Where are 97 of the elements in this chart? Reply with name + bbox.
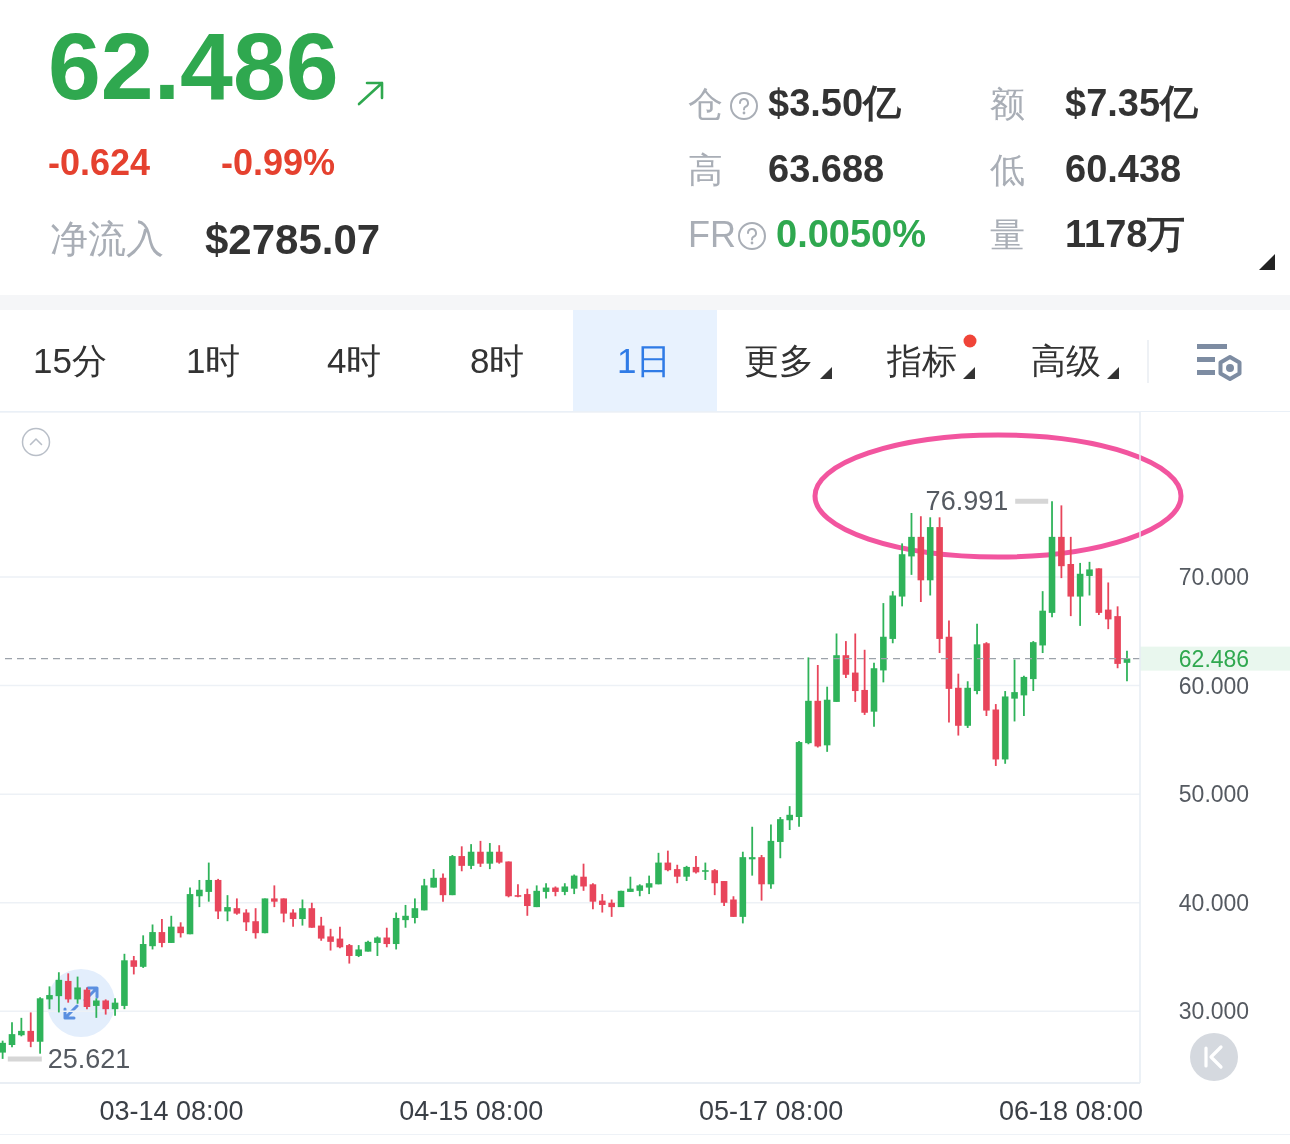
candlestick	[702, 861, 709, 881]
text: 额	[990, 83, 1025, 125]
candlestick	[64, 972, 72, 1004]
annotation: 25.621	[47, 1043, 131, 1074]
candlestick	[467, 843, 475, 871]
candlestick	[317, 915, 325, 942]
annotation: 76.991	[925, 486, 1009, 517]
candlestick	[645, 874, 653, 895]
candlestick	[495, 844, 503, 865]
candlestick	[580, 862, 587, 892]
text: $2785.07	[205, 214, 381, 265]
y-tick-label: 70.000	[1178, 564, 1250, 591]
candlestick	[411, 897, 419, 925]
candlestick	[711, 868, 719, 897]
candlestick	[346, 943, 353, 965]
text: $7.35亿	[1065, 81, 1199, 127]
candlestick	[402, 904, 409, 929]
candlestick	[514, 883, 522, 899]
text: FR	[688, 213, 736, 257]
candlestick	[93, 997, 100, 1019]
candlestick	[842, 640, 850, 679]
x-tick-label: 04-15 08:00	[399, 1096, 544, 1127]
candlestick	[242, 908, 250, 932]
candlestick	[861, 648, 868, 716]
text: $3.50亿	[768, 81, 902, 127]
candlestick	[46, 985, 53, 1011]
text: 高	[688, 149, 723, 191]
text: 63.688	[768, 147, 885, 193]
candlestick	[18, 1016, 25, 1038]
text: 仓	[688, 83, 723, 125]
candlestick	[130, 955, 138, 976]
candlestick	[27, 1011, 35, 1049]
text: 更多	[744, 340, 814, 382]
y-tick-label: 50.000	[1178, 781, 1250, 808]
x-tick-label: 05-17 08:00	[699, 1096, 844, 1127]
text: 8时	[470, 340, 525, 382]
candlestick	[205, 861, 213, 903]
ref-line-label: 62.486	[1178, 645, 1250, 672]
candlestick	[851, 632, 859, 703]
candlestick	[477, 839, 484, 868]
candlestick	[655, 851, 662, 886]
candlestick	[1076, 562, 1084, 627]
candlestick	[777, 816, 784, 860]
candlestick	[486, 842, 494, 871]
candlestick	[308, 901, 316, 929]
text: 4时	[327, 340, 382, 382]
candlestick	[570, 873, 578, 895]
candlestick	[730, 895, 737, 918]
candlestick	[1104, 581, 1112, 631]
candlestick	[158, 918, 166, 949]
candlestick	[598, 893, 606, 914]
candlestick	[280, 897, 288, 924]
text: 量	[990, 214, 1025, 256]
candlestick	[524, 887, 531, 917]
candlestick	[786, 805, 793, 831]
candlestick	[74, 975, 81, 1005]
text: 62.486	[48, 12, 339, 121]
text: 15分	[33, 340, 107, 382]
candlestick	[720, 880, 728, 907]
candlestick	[271, 884, 278, 909]
candlestick	[1123, 649, 1131, 683]
text: 1时	[186, 340, 241, 382]
text: 1178万	[1065, 212, 1186, 258]
text: 1日	[617, 340, 672, 382]
y-tick-label: 40.000	[1178, 889, 1250, 916]
candlestick	[908, 512, 915, 576]
candlestick	[299, 898, 306, 927]
y-tick-label: 60.000	[1178, 672, 1250, 699]
text: 低	[990, 149, 1025, 191]
text: 0.0050%	[776, 212, 927, 258]
x-tick-label: 03-14 08:00	[99, 1096, 244, 1127]
text: 高级	[1031, 340, 1101, 382]
candlestick	[327, 927, 334, 952]
candlestick	[374, 935, 381, 957]
text: 净流入	[50, 217, 164, 263]
text: -0.99%	[221, 141, 336, 185]
candlestick	[167, 914, 175, 944]
x-tick-label: 06-18 08:00	[998, 1096, 1144, 1127]
candlestick	[1086, 560, 1093, 597]
text: 60.438	[1065, 147, 1182, 193]
candlestick	[8, 1021, 16, 1049]
y-tick-label: 30.000	[1178, 998, 1250, 1025]
candlestick	[430, 868, 437, 889]
candlestick	[0, 1039, 6, 1060]
candlestick	[224, 894, 231, 923]
candlestick	[139, 934, 147, 969]
candlestick	[149, 923, 156, 951]
text: 指标	[887, 340, 957, 382]
candlestick	[252, 907, 259, 940]
candlestick	[458, 845, 466, 873]
candlestick	[1011, 658, 1018, 723]
candlestick	[383, 926, 391, 949]
candlestick	[589, 882, 597, 911]
candlestick	[55, 971, 63, 1014]
candlestick	[196, 879, 203, 909]
candlestick	[673, 863, 681, 885]
text: -0.624	[48, 141, 151, 185]
